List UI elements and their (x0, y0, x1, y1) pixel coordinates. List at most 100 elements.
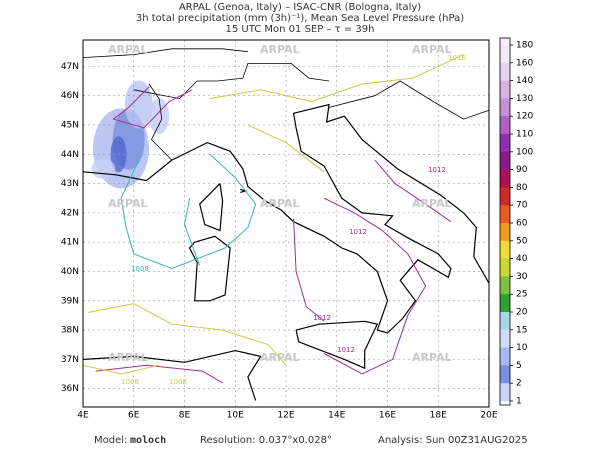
colorbar-label: 5 (516, 361, 522, 371)
coastline (82, 349, 262, 401)
colorbar-segment (500, 169, 510, 188)
border (133, 63, 330, 100)
contour-label: 1012 (313, 314, 331, 322)
pressure-contour (374, 159, 452, 223)
watermark: ARPAL (108, 197, 148, 210)
colorbar-label: 60 (516, 219, 528, 229)
pressure-contour (247, 124, 325, 173)
map-frame (82, 39, 490, 408)
title-line: 3h total precipitation (mm (3h)⁻¹), Mean… (136, 13, 464, 24)
contour-label: 1008 (169, 378, 187, 386)
model-label: Model: (94, 435, 127, 446)
contour-label: 1012 (428, 166, 446, 174)
colorbar-label: 20 (516, 308, 528, 318)
precipitation-area (91, 158, 116, 179)
border (82, 48, 248, 58)
lat-label: 39N (61, 296, 79, 306)
colorbar-segment (500, 80, 510, 99)
contour-label: 1008 (121, 378, 139, 386)
colorbar-label: 30 (516, 272, 528, 282)
lat-label: 46N (61, 91, 79, 101)
watermark: ARPAL (412, 43, 452, 56)
pressure-contour (293, 218, 325, 322)
model-name: moloch (130, 435, 166, 446)
watermark: ARPAL (108, 351, 148, 364)
colorbar-label: 160 (516, 58, 533, 68)
lon-label: 18E (430, 411, 447, 421)
watermark: ARPAL (260, 43, 300, 56)
resolution: Resolution: 0.037°x0.028° (200, 435, 332, 446)
colorbar-label: 70 (516, 201, 528, 211)
colorbar-segment (500, 365, 510, 384)
colorbar-segment (500, 151, 510, 170)
colorbar-segment (500, 187, 510, 206)
pressure-contour (82, 364, 160, 375)
precipitation-area (149, 98, 170, 135)
colorbar-label: 180 (516, 41, 533, 51)
coastline (295, 320, 379, 370)
colorbar-label: 10 (516, 343, 528, 353)
coastline (82, 103, 490, 334)
lon-label: 4E (77, 411, 89, 421)
colorbar-label: 100 (516, 147, 533, 157)
lat-label: 44N (61, 150, 79, 160)
colorbar-label: 140 (516, 76, 533, 86)
pressure-contour (88, 303, 287, 366)
lat-label: 47N (61, 62, 79, 72)
lon-label: 8E (179, 411, 191, 421)
pressure-contour (183, 198, 201, 266)
watermark: ARPAL (108, 43, 148, 56)
colorbar-label: 110 (516, 130, 533, 140)
colorbar-segment (500, 98, 510, 117)
colorbar-segment (500, 223, 510, 242)
colorbar-label: 80 (516, 183, 528, 193)
colorbar-label: 1 (516, 397, 522, 407)
lat-label: 42N (61, 208, 79, 218)
colorbar-segment (500, 240, 510, 259)
pressure-contour (120, 153, 257, 270)
colorbar-label: 130 (516, 94, 533, 104)
colorbar-label: 50 (516, 236, 528, 246)
colorbar-segment (500, 62, 510, 81)
colorbar-cap (500, 38, 510, 45)
contour-label: 1012 (337, 346, 355, 354)
colorbar-segment (500, 258, 510, 277)
analysis: Analysis: Sun 00Z31AUG2025 (378, 435, 528, 446)
contour-label: 1016 (448, 54, 466, 62)
lon-label: 14E (328, 411, 345, 421)
lat-label: 41N (61, 238, 79, 248)
colorbar-label: 120 (516, 112, 533, 122)
watermark: ARPAL (260, 351, 300, 364)
colorbar-segment (500, 276, 510, 295)
colorbar-segment (500, 312, 510, 331)
coastline (199, 183, 224, 232)
lon-label: 20E (480, 411, 497, 421)
pressure-contour (95, 364, 223, 384)
colorbar-label: 25 (516, 290, 527, 300)
colorbar-segment (500, 205, 510, 224)
lat-label: 37N (61, 355, 79, 365)
title-line: 15 UTC Mon 01 SEP – τ = 39h (226, 24, 375, 35)
colorbar-segment (500, 294, 510, 313)
lon-label: 16E (379, 411, 396, 421)
watermark: ARPAL (412, 197, 452, 210)
watermark: ARPAL (260, 197, 300, 210)
colorbar-segment (500, 383, 510, 402)
contour-label: 1008 (131, 265, 149, 273)
title-line: ARPAL (Genoa, Italy) – ISAC-CNR (Bologna… (179, 2, 421, 13)
pressure-contour (323, 197, 427, 375)
colorbar-segment (500, 347, 510, 366)
colorbar-frame (499, 37, 511, 406)
colorbar-label: 90 (516, 165, 528, 175)
border (329, 80, 490, 120)
colorbar-segment (500, 329, 510, 348)
colorbar-label: 15 (516, 325, 527, 335)
lat-label: 45N (61, 120, 79, 130)
lat-label: 38N (61, 326, 79, 336)
lon-label: 12E (277, 411, 294, 421)
contour-label: 1012 (349, 228, 367, 236)
colorbar-segment (500, 45, 510, 64)
watermark: ARPAL (412, 351, 452, 364)
